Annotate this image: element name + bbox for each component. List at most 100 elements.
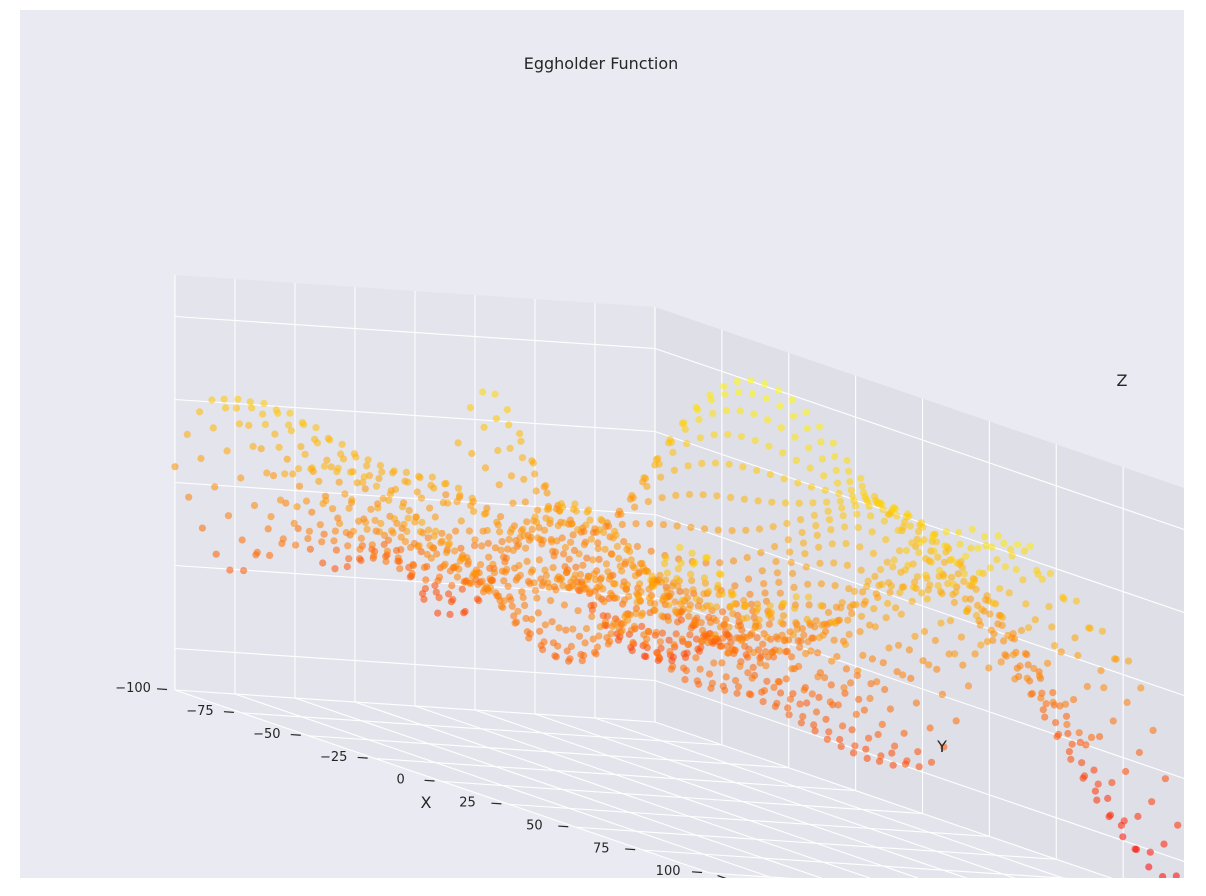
data-point [530,579,538,587]
data-point [197,454,205,463]
x-tick-mark [424,779,435,782]
data-point [753,634,761,642]
data-point [858,482,866,490]
data-point [734,622,742,630]
data-point [636,580,644,588]
data-point [803,424,811,432]
data-point [721,686,729,694]
data-point [483,526,491,535]
data-point [986,610,994,618]
data-point [459,554,467,562]
data-point [976,621,985,629]
data-point [484,539,492,547]
data-point [478,577,486,585]
data-point [185,493,193,501]
data-point [704,639,712,647]
data-point [908,539,916,547]
data-point [372,482,381,490]
data-point [377,519,385,528]
data-point [879,659,887,667]
data-point [448,582,456,590]
data-point [727,493,735,501]
data-point [890,556,898,564]
data-point [297,443,305,451]
data-point [718,590,726,598]
data-point [1062,712,1071,720]
x-tick-mark [290,733,301,736]
data-point [838,599,846,607]
data-point [1016,662,1024,670]
x-tick-label: 0 [396,773,404,788]
data-point [224,512,233,520]
data-point [816,423,824,431]
data-point [686,631,694,639]
data-point [326,436,334,444]
data-point [811,727,819,735]
data-point [489,560,497,569]
data-point [1028,689,1036,698]
grid-line-floor-y [414,705,920,878]
data-point [789,631,797,639]
data-point [552,586,560,594]
data-point [957,633,966,641]
data-point [565,555,573,563]
data-point [364,456,372,464]
data-point [879,505,887,513]
data-point [294,465,303,473]
data-point [936,566,944,575]
x-tick-label: −100 [115,681,151,696]
data-point [312,424,320,432]
data-point [345,555,353,563]
data-point [894,641,903,649]
data-point [1064,729,1072,738]
data-point [385,496,393,504]
data-point [555,624,563,632]
data-point [547,597,555,605]
data-point [734,683,743,691]
data-point [1060,595,1068,603]
data-point [445,533,453,541]
data-point [719,634,727,642]
data-point [790,583,798,592]
data-point [1080,772,1089,780]
data-point [774,678,782,686]
data-point [852,710,860,719]
data-point [593,643,602,651]
data-point [805,601,813,609]
data-point [1037,694,1045,702]
data-point [795,662,803,671]
x-tick-mark [558,825,569,828]
data-point [470,507,478,515]
data-point [733,689,741,697]
data-point [729,610,737,618]
data-point [292,541,300,549]
data-point [308,464,316,472]
data-point [900,583,908,591]
data-point [863,754,871,763]
data-point [431,513,439,521]
data-point [531,587,540,595]
data-point [346,468,355,476]
data-point [942,528,950,536]
data-point [264,525,272,533]
data-point [799,539,808,547]
data-point [893,512,901,520]
data-point [1011,675,1019,683]
data-point [860,706,869,714]
data-point [988,543,996,551]
data-point [545,505,553,513]
data-point [246,398,254,406]
data-point [601,618,610,626]
data-point [780,599,788,607]
data-point [938,590,946,598]
data-point [1120,817,1128,825]
data-point [481,464,490,472]
data-point [823,735,832,743]
data-point [1017,626,1026,635]
data-point [595,632,603,640]
data-point [658,494,666,502]
data-point [710,659,718,667]
data-point [657,473,665,481]
data-point [498,538,506,546]
data-point [1044,659,1052,667]
